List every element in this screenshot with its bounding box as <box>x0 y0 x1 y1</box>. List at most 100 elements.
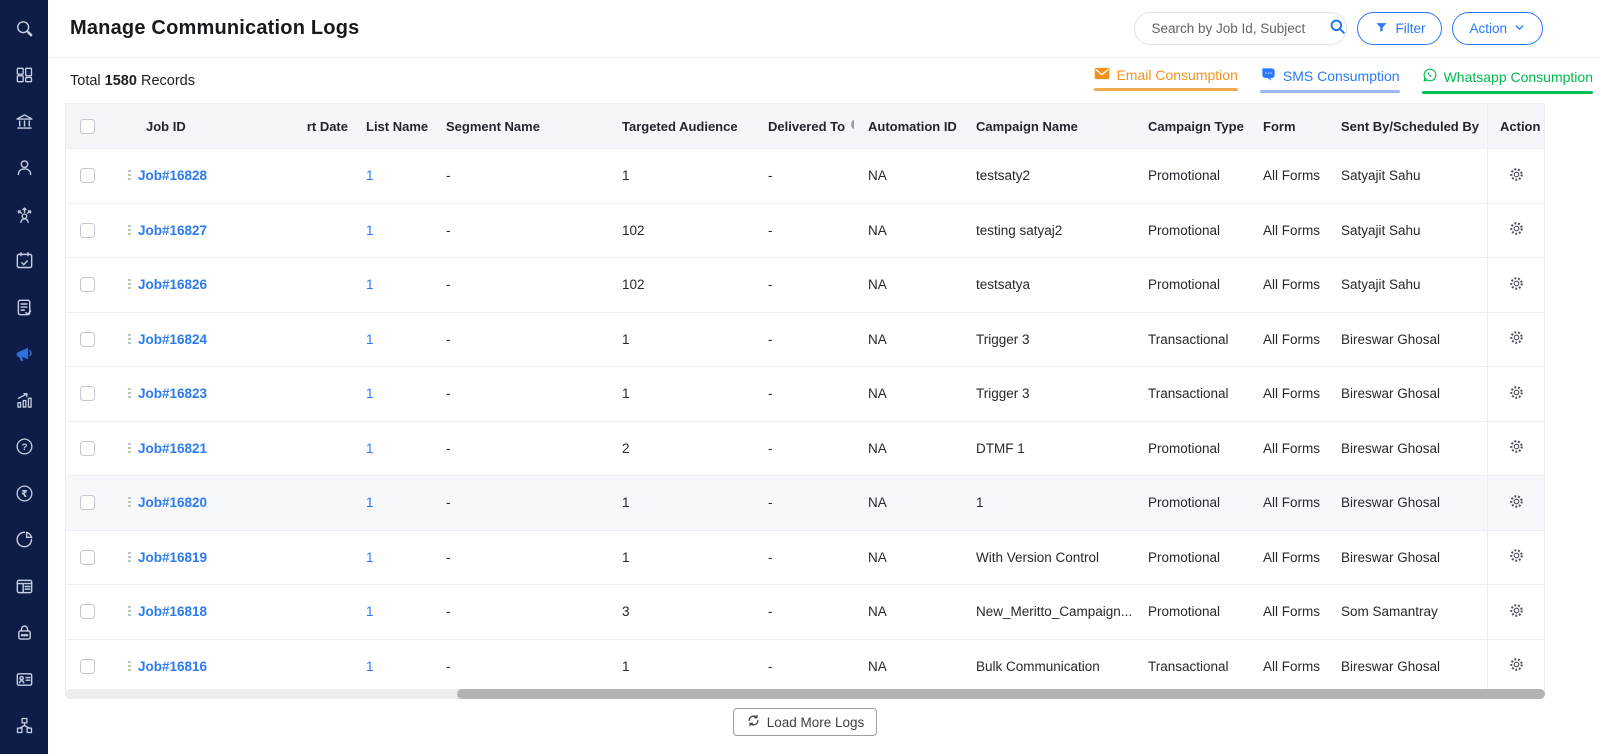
tab-email-consumption[interactable]: Email Consumption <box>1094 67 1238 91</box>
load-more-logs-button[interactable]: Load More Logs <box>732 708 878 736</box>
sidebar-item-user[interactable] <box>0 148 48 188</box>
row-checkbox[interactable] <box>80 386 95 402</box>
job-id-link[interactable]: Job#16824 <box>138 331 208 347</box>
drag-handle-icon[interactable] <box>128 224 131 236</box>
sidebar-item-analytics[interactable] <box>0 380 48 420</box>
table-row: Job#16824 1 - 1 - NA Trigger 3 Transacti… <box>66 311 1544 366</box>
drag-handle-icon[interactable] <box>128 442 131 454</box>
drag-handle-icon[interactable] <box>128 606 131 618</box>
sidebar-item-search[interactable] <box>0 8 48 48</box>
drag-handle-icon[interactable] <box>128 660 131 672</box>
search-box[interactable] <box>1134 12 1348 45</box>
row-checkbox[interactable] <box>80 604 95 620</box>
row-checkbox[interactable] <box>80 277 95 293</box>
targeted-audience-cell: 102 <box>622 277 645 293</box>
list-name-link[interactable]: 1 <box>366 331 374 347</box>
consumption-tabs: Email Consumption SMS Consumption Whatsa… <box>1094 67 1593 94</box>
sidebar-item-distribution[interactable] <box>0 194 48 234</box>
filter-button[interactable]: Filter <box>1357 12 1443 45</box>
sidebar-item-communication-active[interactable] <box>0 334 48 374</box>
drag-handle-icon[interactable] <box>128 333 131 345</box>
table-row: Job#16820 1 - 1 - NA 1 Promotional All F… <box>66 475 1544 530</box>
search-icon[interactable] <box>1328 17 1347 41</box>
form-cell: All Forms <box>1263 386 1320 402</box>
list-name-link[interactable]: 1 <box>366 386 374 402</box>
row-checkbox[interactable] <box>80 549 95 565</box>
campaign-type-cell: Transactional <box>1148 386 1229 402</box>
list-name-link[interactable]: 1 <box>366 222 374 238</box>
job-id-link[interactable]: Job#16827 <box>138 222 208 238</box>
drag-handle-icon[interactable] <box>128 388 131 400</box>
job-id-link[interactable]: Job#16828 <box>138 168 208 184</box>
info-icon[interactable] <box>850 118 854 134</box>
sidebar-item-help[interactable]: ? <box>0 427 48 467</box>
row-actions-button[interactable] <box>1503 542 1530 572</box>
col-campaign-name: Campaign Name <box>976 118 1078 134</box>
segment-name-cell: - <box>446 222 451 238</box>
row-actions-button[interactable] <box>1503 433 1530 463</box>
row-checkbox[interactable] <box>80 658 95 674</box>
job-id-link[interactable]: Job#16821 <box>138 440 208 456</box>
row-checkbox[interactable] <box>80 440 95 456</box>
row-actions-button[interactable] <box>1503 651 1530 681</box>
row-actions-button[interactable] <box>1503 161 1530 191</box>
row-checkbox[interactable] <box>80 168 95 184</box>
sidebar-item-institution[interactable] <box>0 101 48 141</box>
row-checkbox[interactable] <box>80 222 95 238</box>
drag-handle-icon[interactable] <box>128 551 131 563</box>
job-id-link[interactable]: Job#16820 <box>138 495 208 511</box>
row-actions-button[interactable] <box>1503 215 1530 245</box>
table-row: Job#16828 1 - 1 - NA testsaty2 Promotion… <box>66 148 1544 203</box>
list-name-link[interactable]: 1 <box>366 549 374 565</box>
dashboard-icon <box>14 65 34 85</box>
job-id-link[interactable]: Job#16816 <box>138 658 208 674</box>
drag-handle-icon[interactable] <box>128 279 131 291</box>
sidebar-item-browser[interactable] <box>0 566 48 606</box>
sidebar-item-logs[interactable] <box>0 287 48 327</box>
list-name-link[interactable]: 1 <box>366 440 374 456</box>
sidebar-item-reports[interactable] <box>0 520 48 560</box>
row-checkbox[interactable] <box>80 495 95 511</box>
table-row: Job#16818 1 - 3 - NA New_Meritto_Campaig… <box>66 584 1544 639</box>
targeted-audience-cell: 1 <box>622 495 630 511</box>
horizontal-scrollbar-thumb[interactable] <box>457 689 1545 699</box>
load-more-logs-label: Load More Logs <box>766 714 865 730</box>
help-icon: ? <box>14 436 35 457</box>
browser-icon <box>14 576 35 597</box>
sidebar-item-payments[interactable]: ₹ <box>0 473 48 513</box>
segment-name-cell: - <box>446 386 451 402</box>
action-button[interactable]: Action <box>1452 12 1543 45</box>
job-id-link[interactable]: Job#16819 <box>138 549 208 565</box>
sidebar-item-dashboard[interactable] <box>0 55 48 95</box>
list-name-link[interactable]: 1 <box>366 658 374 674</box>
job-id-link[interactable]: Job#16818 <box>138 604 208 620</box>
sidebar-item-contacts[interactable] <box>0 659 48 699</box>
row-actions-button[interactable] <box>1503 324 1530 354</box>
sent-by-cell: Bireswar Ghosal <box>1341 440 1441 456</box>
row-checkbox[interactable] <box>80 331 95 347</box>
drag-handle-icon[interactable] <box>128 170 131 182</box>
sidebar-item-integrations[interactable] <box>0 706 48 746</box>
horizontal-scrollbar-track[interactable] <box>65 689 1545 699</box>
sidebar-item-calendar[interactable] <box>0 241 48 281</box>
select-all-checkbox[interactable] <box>80 118 95 134</box>
drag-handle-icon[interactable] <box>128 497 131 509</box>
list-name-link[interactable]: 1 <box>366 168 374 184</box>
job-id-link[interactable]: Job#16826 <box>138 277 208 293</box>
col-action: Action <box>1487 104 1544 148</box>
list-name-link[interactable]: 1 <box>366 277 374 293</box>
tab-whatsapp-consumption[interactable]: Whatsapp Consumption <box>1421 67 1593 94</box>
row-actions-button[interactable] <box>1503 488 1530 518</box>
list-name-link[interactable]: 1 <box>366 604 374 620</box>
tab-sms-consumption[interactable]: SMS Consumption <box>1259 67 1400 93</box>
sidebar-item-security[interactable] <box>0 613 48 653</box>
row-actions-button[interactable] <box>1503 270 1530 300</box>
delivered-to-cell: - <box>768 604 773 620</box>
list-name-link[interactable]: 1 <box>366 495 374 511</box>
row-actions-button[interactable] <box>1503 379 1530 409</box>
job-id-link[interactable]: Job#16823 <box>138 386 208 402</box>
total-prefix: Total <box>70 72 101 89</box>
row-actions-button[interactable] <box>1503 597 1530 627</box>
search-input[interactable] <box>1151 21 1329 36</box>
tab-underline <box>1421 91 1593 94</box>
